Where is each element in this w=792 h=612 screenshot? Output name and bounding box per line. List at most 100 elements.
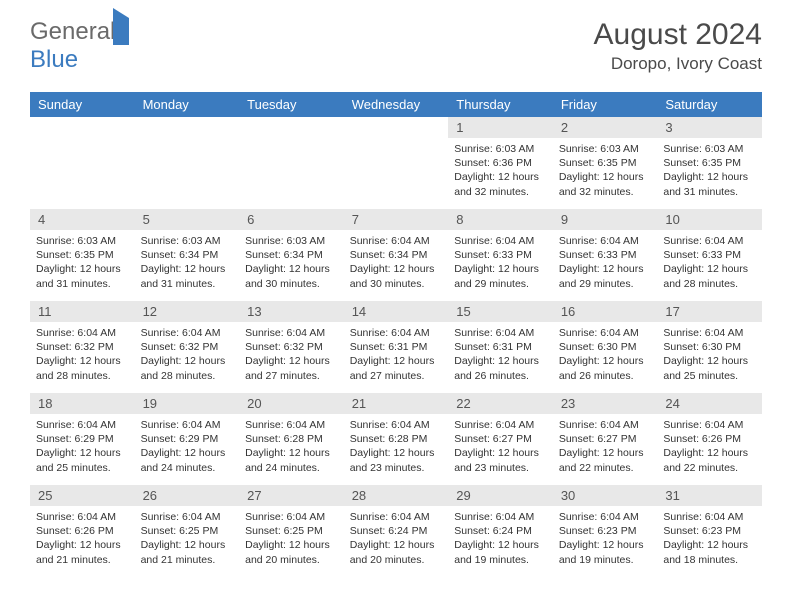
day-number: 1: [448, 117, 553, 138]
day-number: 11: [30, 301, 135, 322]
day-number: 22: [448, 393, 553, 414]
day-details: Sunrise: 6:04 AMSunset: 6:25 PMDaylight:…: [239, 506, 344, 571]
month-title: August 2024: [594, 18, 762, 52]
day-number: 27: [239, 485, 344, 506]
calendar-body: 1Sunrise: 6:03 AMSunset: 6:36 PMDaylight…: [30, 117, 762, 577]
day-details: Sunrise: 6:04 AMSunset: 6:23 PMDaylight:…: [657, 506, 762, 571]
day-cell: 3Sunrise: 6:03 AMSunset: 6:35 PMDaylight…: [657, 117, 762, 209]
day-details: Sunrise: 6:04 AMSunset: 6:26 PMDaylight:…: [657, 414, 762, 479]
day-number: 23: [553, 393, 658, 414]
day-details: Sunrise: 6:04 AMSunset: 6:32 PMDaylight:…: [135, 322, 240, 387]
weekday-header: Tuesday: [239, 92, 344, 117]
weekday-header: Monday: [135, 92, 240, 117]
day-details: Sunrise: 6:04 AMSunset: 6:34 PMDaylight:…: [344, 230, 449, 295]
day-details: Sunrise: 6:04 AMSunset: 6:30 PMDaylight:…: [657, 322, 762, 387]
day-number: 30: [553, 485, 658, 506]
empty-cell: [135, 117, 240, 209]
day-details: Sunrise: 6:03 AMSunset: 6:35 PMDaylight:…: [553, 138, 658, 203]
logo: General Blue: [30, 18, 129, 74]
day-details: Sunrise: 6:04 AMSunset: 6:23 PMDaylight:…: [553, 506, 658, 571]
calendar-row: 11Sunrise: 6:04 AMSunset: 6:32 PMDayligh…: [30, 301, 762, 393]
day-cell: 5Sunrise: 6:03 AMSunset: 6:34 PMDaylight…: [135, 209, 240, 301]
day-cell: 1Sunrise: 6:03 AMSunset: 6:36 PMDaylight…: [448, 117, 553, 209]
day-cell: 31Sunrise: 6:04 AMSunset: 6:23 PMDayligh…: [657, 485, 762, 577]
day-cell: 18Sunrise: 6:04 AMSunset: 6:29 PMDayligh…: [30, 393, 135, 485]
day-cell: 22Sunrise: 6:04 AMSunset: 6:27 PMDayligh…: [448, 393, 553, 485]
day-number: 3: [657, 117, 762, 138]
day-details: Sunrise: 6:04 AMSunset: 6:29 PMDaylight:…: [135, 414, 240, 479]
empty-cell: [344, 117, 449, 209]
calendar-row: 18Sunrise: 6:04 AMSunset: 6:29 PMDayligh…: [30, 393, 762, 485]
day-number: 15: [448, 301, 553, 322]
day-number: 17: [657, 301, 762, 322]
day-cell: 24Sunrise: 6:04 AMSunset: 6:26 PMDayligh…: [657, 393, 762, 485]
day-cell: 30Sunrise: 6:04 AMSunset: 6:23 PMDayligh…: [553, 485, 658, 577]
logo-part1: General: [30, 18, 115, 45]
day-number: 5: [135, 209, 240, 230]
day-number: 29: [448, 485, 553, 506]
title-block: August 2024 Doropo, Ivory Coast: [594, 18, 762, 74]
calendar-row: 25Sunrise: 6:04 AMSunset: 6:26 PMDayligh…: [30, 485, 762, 577]
day-number: 31: [657, 485, 762, 506]
weekday-header: Saturday: [657, 92, 762, 117]
day-number: 26: [135, 485, 240, 506]
calendar-head: SundayMondayTuesdayWednesdayThursdayFrid…: [30, 92, 762, 117]
day-cell: 10Sunrise: 6:04 AMSunset: 6:33 PMDayligh…: [657, 209, 762, 301]
day-cell: 16Sunrise: 6:04 AMSunset: 6:30 PMDayligh…: [553, 301, 658, 393]
day-cell: 6Sunrise: 6:03 AMSunset: 6:34 PMDaylight…: [239, 209, 344, 301]
day-cell: 17Sunrise: 6:04 AMSunset: 6:30 PMDayligh…: [657, 301, 762, 393]
day-details: Sunrise: 6:04 AMSunset: 6:30 PMDaylight:…: [553, 322, 658, 387]
day-number: 10: [657, 209, 762, 230]
day-cell: 26Sunrise: 6:04 AMSunset: 6:25 PMDayligh…: [135, 485, 240, 577]
day-number: 4: [30, 209, 135, 230]
calendar-row: 1Sunrise: 6:03 AMSunset: 6:36 PMDaylight…: [30, 117, 762, 209]
day-details: Sunrise: 6:04 AMSunset: 6:31 PMDaylight:…: [344, 322, 449, 387]
day-details: Sunrise: 6:04 AMSunset: 6:28 PMDaylight:…: [239, 414, 344, 479]
day-number: 8: [448, 209, 553, 230]
calendar-row: 4Sunrise: 6:03 AMSunset: 6:35 PMDaylight…: [30, 209, 762, 301]
day-details: Sunrise: 6:03 AMSunset: 6:36 PMDaylight:…: [448, 138, 553, 203]
day-number: 25: [30, 485, 135, 506]
day-cell: 19Sunrise: 6:04 AMSunset: 6:29 PMDayligh…: [135, 393, 240, 485]
day-details: Sunrise: 6:04 AMSunset: 6:33 PMDaylight:…: [553, 230, 658, 295]
day-details: Sunrise: 6:04 AMSunset: 6:33 PMDaylight:…: [657, 230, 762, 295]
day-cell: 15Sunrise: 6:04 AMSunset: 6:31 PMDayligh…: [448, 301, 553, 393]
day-cell: 11Sunrise: 6:04 AMSunset: 6:32 PMDayligh…: [30, 301, 135, 393]
weekday-header: Wednesday: [344, 92, 449, 117]
day-number: 13: [239, 301, 344, 322]
day-cell: 13Sunrise: 6:04 AMSunset: 6:32 PMDayligh…: [239, 301, 344, 393]
day-number: 6: [239, 209, 344, 230]
day-number: 12: [135, 301, 240, 322]
day-cell: 2Sunrise: 6:03 AMSunset: 6:35 PMDaylight…: [553, 117, 658, 209]
day-details: Sunrise: 6:04 AMSunset: 6:31 PMDaylight:…: [448, 322, 553, 387]
day-cell: 28Sunrise: 6:04 AMSunset: 6:24 PMDayligh…: [344, 485, 449, 577]
day-details: Sunrise: 6:04 AMSunset: 6:33 PMDaylight:…: [448, 230, 553, 295]
day-number: 28: [344, 485, 449, 506]
day-details: Sunrise: 6:04 AMSunset: 6:27 PMDaylight:…: [448, 414, 553, 479]
day-cell: 29Sunrise: 6:04 AMSunset: 6:24 PMDayligh…: [448, 485, 553, 577]
day-details: Sunrise: 6:04 AMSunset: 6:32 PMDaylight:…: [30, 322, 135, 387]
day-cell: 12Sunrise: 6:04 AMSunset: 6:32 PMDayligh…: [135, 301, 240, 393]
location: Doropo, Ivory Coast: [594, 54, 762, 74]
day-number: 21: [344, 393, 449, 414]
day-cell: 8Sunrise: 6:04 AMSunset: 6:33 PMDaylight…: [448, 209, 553, 301]
day-cell: 14Sunrise: 6:04 AMSunset: 6:31 PMDayligh…: [344, 301, 449, 393]
day-details: Sunrise: 6:04 AMSunset: 6:25 PMDaylight:…: [135, 506, 240, 571]
day-cell: 23Sunrise: 6:04 AMSunset: 6:27 PMDayligh…: [553, 393, 658, 485]
day-number: 9: [553, 209, 658, 230]
day-details: Sunrise: 6:03 AMSunset: 6:35 PMDaylight:…: [657, 138, 762, 203]
day-cell: 4Sunrise: 6:03 AMSunset: 6:35 PMDaylight…: [30, 209, 135, 301]
calendar-table: SundayMondayTuesdayWednesdayThursdayFrid…: [30, 92, 762, 577]
weekday-header: Friday: [553, 92, 658, 117]
day-cell: 21Sunrise: 6:04 AMSunset: 6:28 PMDayligh…: [344, 393, 449, 485]
day-cell: 25Sunrise: 6:04 AMSunset: 6:26 PMDayligh…: [30, 485, 135, 577]
day-cell: 9Sunrise: 6:04 AMSunset: 6:33 PMDaylight…: [553, 209, 658, 301]
day-number: 18: [30, 393, 135, 414]
day-details: Sunrise: 6:03 AMSunset: 6:34 PMDaylight:…: [135, 230, 240, 295]
days-of-week-row: SundayMondayTuesdayWednesdayThursdayFrid…: [30, 92, 762, 117]
logo-part2: Blue: [30, 46, 78, 73]
header: General Blue August 2024 Doropo, Ivory C…: [0, 0, 792, 84]
logo-text: General Blue: [30, 18, 129, 74]
day-number: 19: [135, 393, 240, 414]
day-number: 2: [553, 117, 658, 138]
